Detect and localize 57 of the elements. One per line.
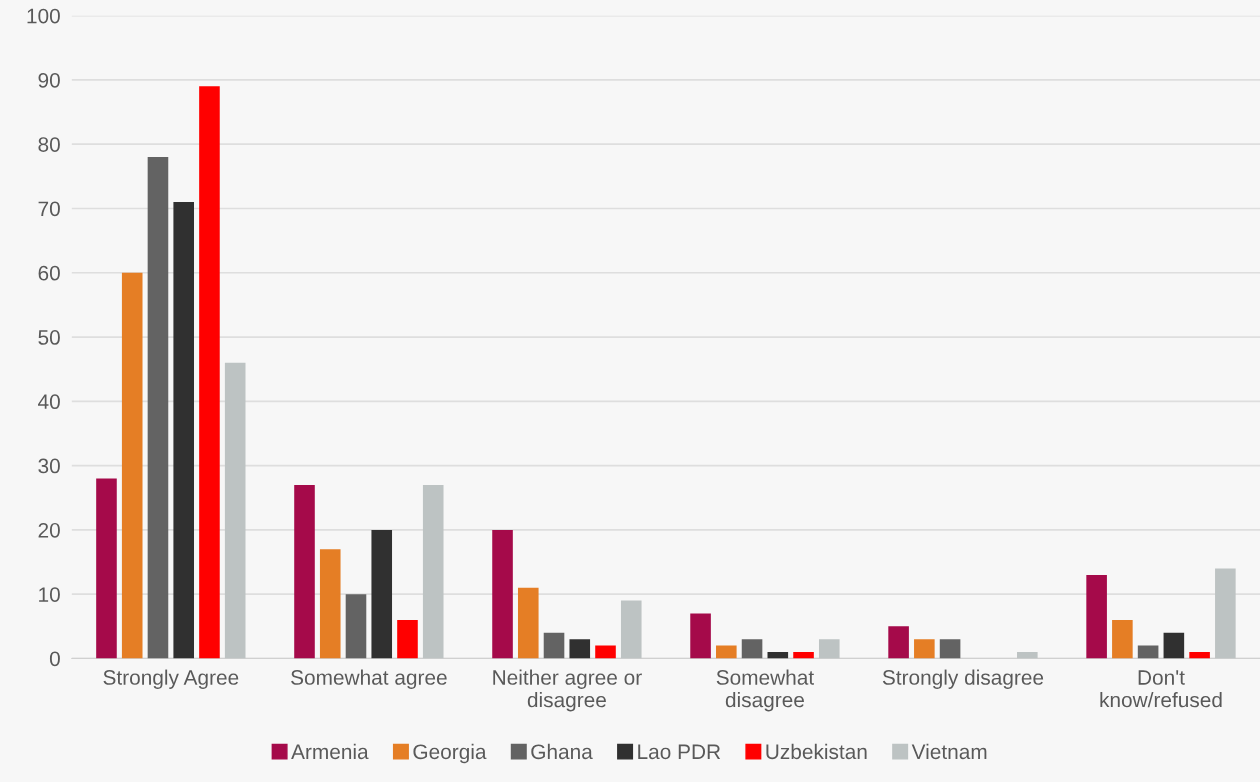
bar: [914, 639, 935, 659]
y-tick-label: 90: [38, 72, 60, 88]
bar: [147, 157, 169, 659]
bar: [1137, 645, 1159, 659]
bar: [690, 613, 711, 659]
y-tick-label: 30: [38, 458, 60, 474]
bar: [1215, 568, 1236, 659]
bar: [96, 478, 117, 659]
bar: [492, 529, 513, 659]
x-tick-label: Don't know/refused: [1100, 670, 1222, 708]
bar: [1163, 632, 1185, 659]
legend-label: Uzbekistan: [766, 743, 867, 760]
x-tick-label: Strongly disagree: [882, 669, 1044, 689]
y-tick-label: 50: [38, 330, 60, 345]
bar: [345, 594, 367, 659]
bar: [199, 86, 220, 659]
bar: [224, 362, 246, 659]
x-tick-label: Strongly Agree: [103, 669, 239, 689]
bar: [422, 484, 444, 659]
bar: [397, 619, 418, 659]
bar: [371, 529, 393, 659]
x-tick-label: Neither agree or disagree: [493, 669, 642, 712]
legend-label: Lao PDR: [638, 744, 721, 760]
y-tick-label: 40: [38, 394, 60, 410]
bar: [294, 484, 315, 659]
bar: [1017, 652, 1038, 659]
y-tick-label: 0: [49, 651, 60, 667]
bar: [1189, 652, 1210, 659]
bar: [319, 549, 341, 659]
y-tick-label: 80: [38, 137, 60, 152]
bar: [569, 639, 591, 659]
legend-label: Armenia: [291, 743, 369, 760]
bar: [121, 272, 143, 659]
y-tick-label: 10: [39, 587, 60, 602]
bar: [716, 645, 737, 659]
bar: [888, 626, 909, 659]
bar: [543, 632, 565, 659]
bar: [818, 639, 840, 659]
legend-label: Vietnam: [911, 743, 987, 760]
y-tick-label: 100: [27, 8, 60, 24]
x-tick-label: Somewhat agree: [291, 669, 447, 689]
bar: [595, 645, 616, 659]
y-tick-label: 70: [38, 201, 60, 217]
bar: [1112, 619, 1133, 659]
legend-label: Georgia: [413, 743, 487, 764]
bar: [767, 652, 789, 659]
y-tick-label: 20: [38, 522, 60, 538]
bar: [1086, 574, 1107, 659]
legend-label: Ghana: [531, 743, 593, 760]
bar: [793, 652, 814, 659]
x-tick-label: Somewhat disagree: [716, 669, 814, 712]
bar: [741, 639, 763, 659]
bar: [517, 587, 539, 659]
bar: [939, 639, 961, 659]
bar: [620, 600, 642, 659]
y-tick-label: 60: [38, 265, 60, 281]
bar: [173, 202, 194, 659]
